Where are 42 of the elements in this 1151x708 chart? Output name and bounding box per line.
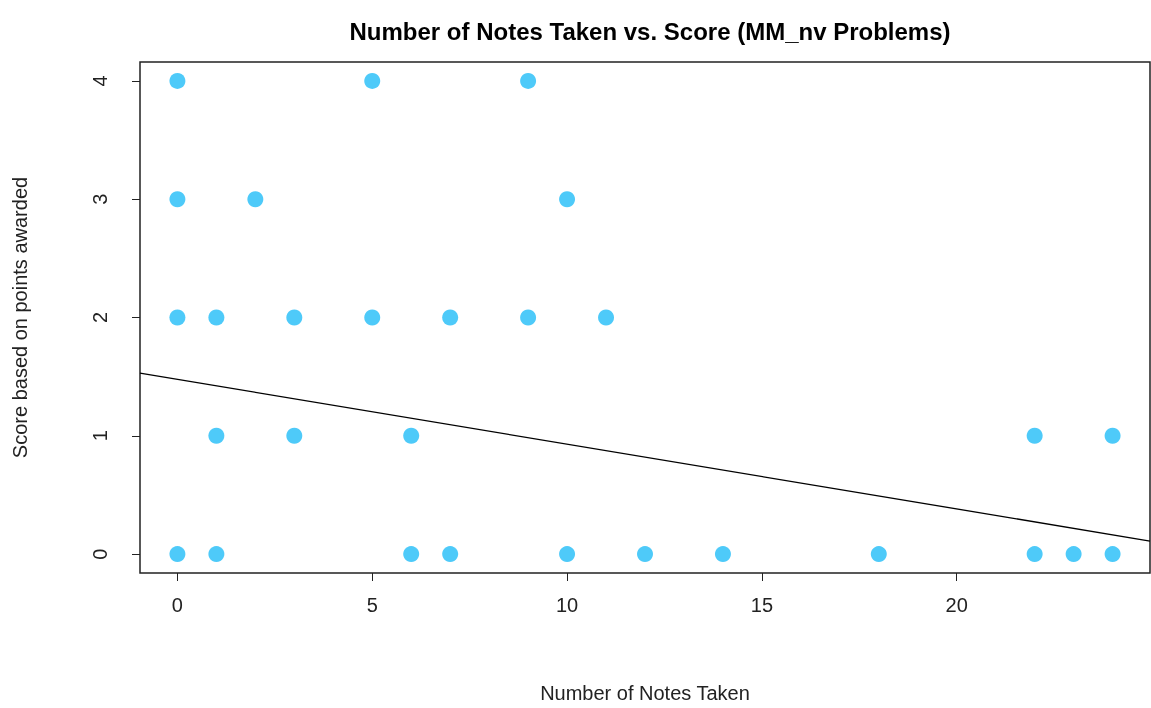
- x-tick-label: 15: [750, 594, 774, 616]
- y-tick-label: 3: [89, 193, 111, 205]
- point: [208, 427, 225, 444]
- chart-title: Number of Notes Taken vs. Score (MM_nv Problems): [349, 17, 951, 45]
- point: [169, 191, 186, 208]
- point: [208, 546, 225, 563]
- y-tick-label: 2: [89, 311, 111, 324]
- point: [870, 546, 887, 563]
- point: [714, 546, 731, 563]
- point: [208, 309, 225, 326]
- point: [286, 427, 303, 444]
- point: [442, 309, 459, 326]
- point: [1104, 546, 1121, 563]
- point: [247, 191, 264, 208]
- point: [1104, 427, 1121, 444]
- point: [169, 546, 186, 563]
- x-tick-label: 20: [945, 594, 968, 616]
- point: [403, 546, 420, 563]
- y-tick-label: 1: [89, 430, 111, 442]
- point: [559, 191, 576, 208]
- point: [364, 72, 381, 89]
- point: [637, 546, 653, 563]
- x-tick-label: 5: [366, 594, 378, 616]
- point: [598, 309, 615, 326]
- point: [169, 309, 186, 326]
- x-tick-label: 10: [555, 594, 579, 616]
- point: [286, 309, 303, 326]
- y-axis-title: Score based on points awarded: [9, 176, 31, 459]
- point: [403, 427, 420, 444]
- point: [442, 546, 459, 563]
- point: [169, 72, 186, 89]
- y-tick-label: 0: [89, 548, 111, 560]
- point: [520, 72, 537, 89]
- point: [1065, 546, 1082, 563]
- x-axis-title: Number of Notes Taken: [540, 682, 750, 704]
- point: [1026, 546, 1043, 563]
- x-tick-label: 0: [171, 594, 183, 616]
- point: [559, 546, 576, 563]
- y-tick-label: 4: [89, 75, 111, 87]
- point: [1026, 427, 1043, 444]
- point: [364, 309, 381, 326]
- point: [520, 309, 537, 326]
